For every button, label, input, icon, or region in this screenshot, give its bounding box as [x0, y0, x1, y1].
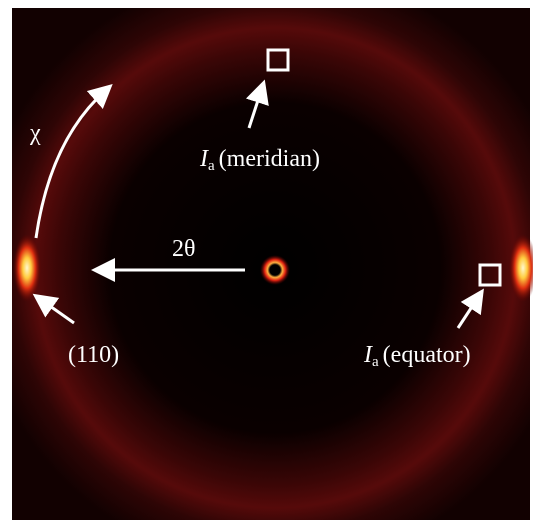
subscript: a [372, 354, 379, 370]
chi-label: χ [29, 120, 41, 146]
beam-stop [260, 255, 290, 285]
diffraction-figure: χ 2θ (110) Ia(meridian) Ia(equator) [0, 0, 533, 525]
reflection-label: (110) [68, 342, 119, 368]
subscript: a [208, 158, 215, 174]
text: (meridian) [219, 146, 320, 172]
two-theta-label: 2θ [172, 236, 196, 262]
text: (equator) [383, 342, 471, 368]
reflection-spot [13, 234, 41, 302]
page: {"labels": { "chi": "χ", "two_theta": "2… [0, 0, 533, 525]
